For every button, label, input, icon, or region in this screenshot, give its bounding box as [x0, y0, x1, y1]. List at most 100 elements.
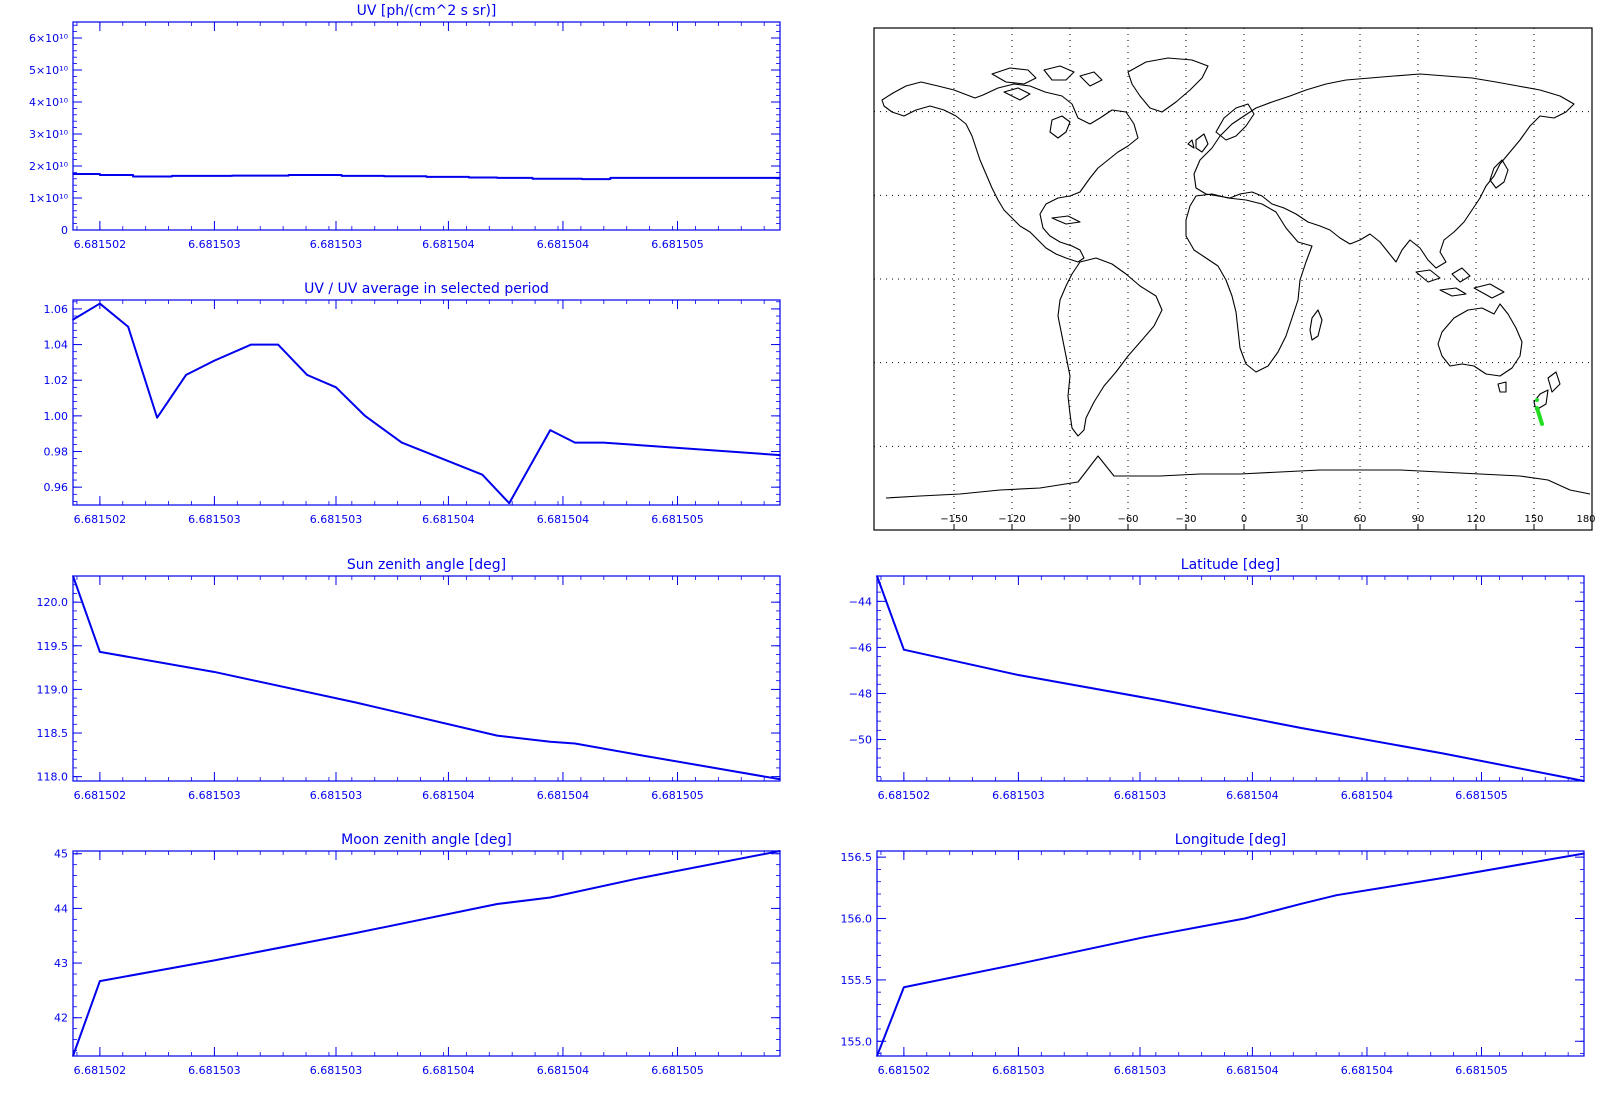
y-tick-label: −48: [849, 687, 872, 700]
data-point: [779, 454, 781, 456]
x-tick-label: 6.681505: [651, 1064, 704, 1077]
data-point: [531, 178, 534, 180]
chart-title: Moon zenith angle [deg]: [341, 832, 512, 848]
map-x-tick-label: −60: [1117, 514, 1138, 525]
y-tick-label: 0.96: [44, 481, 69, 494]
data-point: [287, 174, 290, 176]
data-point: [383, 175, 385, 178]
y-tick-label: 2×10¹⁰: [29, 160, 69, 173]
japan-coastline: [1489, 159, 1509, 189]
plots-layer: UV [ph/(cm^2 s sr)] 0 1×10¹⁰ 2×10¹⁰ 3×10¹⁰ 4×…: [29, 3, 1585, 1077]
data-point: [1300, 727, 1302, 729]
data-point: [72, 318, 74, 321]
x-tick-label: 6.681502: [74, 238, 127, 251]
data-point: [549, 429, 552, 431]
data-point: [99, 980, 101, 982]
plot-frame: [876, 575, 1585, 782]
data-point: [132, 175, 134, 178]
plot-frame: [72, 850, 781, 1057]
data-point: [602, 441, 605, 444]
data-point: [185, 374, 187, 376]
data-point: [903, 986, 905, 989]
chart-uv: UV [ph/(cm^2 s sr)] 0 1×10¹⁰ 2×10¹⁰ 3×10¹⁰ 4×…: [29, 3, 781, 251]
north-america-coastline: [881, 81, 1139, 263]
map-x-tick-label: 150: [1524, 514, 1543, 525]
map-x-tick-label: 90: [1412, 514, 1425, 525]
plot-frame: [72, 21, 781, 231]
x-tick-label: 6.681503: [188, 513, 241, 526]
data-point: [1583, 780, 1585, 782]
data-point: [72, 575, 74, 577]
x-tick-label: 6.681503: [310, 513, 363, 526]
x-tick-label: 6.681502: [878, 789, 931, 802]
new-zealand-coastline: [1533, 371, 1561, 411]
south-america-coastline: [1057, 257, 1163, 437]
x-tick-label: 6.681505: [1455, 789, 1508, 802]
x-tick-label: 6.681503: [992, 1064, 1045, 1077]
chart-uv-ratio: UV / UV average in selected period 0.96 0.…: [44, 281, 781, 526]
data-point: [637, 754, 640, 756]
x-tick-label: 6.681504: [537, 1064, 590, 1077]
map-frame: [873, 27, 1593, 531]
x-tick-label: 6.681504: [422, 1064, 475, 1077]
y-tick-label: 44: [54, 902, 68, 915]
data-point: [127, 325, 129, 328]
indonesia-coastline: [1415, 267, 1505, 299]
data-point: [779, 850, 781, 852]
track-start-point: [1535, 398, 1539, 402]
data-point: [1017, 674, 1020, 676]
y-tick-label: −50: [849, 734, 872, 747]
british-isles-coastline: [1187, 133, 1209, 153]
series-line: [72, 850, 781, 1057]
x-tick-label: 6.681503: [188, 789, 241, 802]
chart-latitude: Latitude [deg] −50 −48 −46 −44 6.681502 6.6815…: [849, 557, 1585, 802]
data-point: [574, 742, 576, 745]
chart-title: UV [ph/(cm^2 s sr)]: [357, 3, 497, 19]
map-coastlines: [881, 57, 1591, 499]
y-tick-label: 1×10¹⁰: [29, 192, 69, 205]
y-tick-label: 1.04: [44, 339, 69, 352]
data-point: [496, 177, 499, 179]
x-tick-label: 6.681504: [1341, 789, 1394, 802]
arctic-islands-coastline: [991, 65, 1103, 101]
data-point: [903, 648, 905, 651]
data-point: [355, 701, 357, 704]
y-tick-label: 0: [61, 224, 68, 237]
plot-frame: [72, 575, 781, 782]
data-point: [213, 359, 216, 362]
y-tick-label: 120.0: [37, 596, 69, 609]
data-point: [581, 178, 583, 180]
x-tick-label: 6.681503: [1114, 1064, 1167, 1077]
eurasia-coastline: [1193, 73, 1575, 269]
chart-title: Latitude [deg]: [1181, 557, 1280, 573]
world-map-panel: −150 −120 −90 −60 −30 0 30 60 90 120 150 180: [873, 27, 1596, 531]
data-point: [1144, 936, 1147, 938]
series-line: [876, 575, 1585, 782]
y-tick-label: 119.0: [37, 683, 69, 696]
series-line: [72, 302, 781, 505]
data-point: [1335, 894, 1338, 896]
y-tick-label: 156.5: [841, 851, 873, 864]
data-point: [637, 177, 640, 179]
data-point: [364, 415, 366, 417]
x-tick-label: 6.681504: [1226, 1064, 1279, 1077]
data-point: [609, 177, 612, 179]
map-x-tick-label: −30: [1175, 514, 1196, 525]
australia-coastline: [1437, 303, 1523, 377]
y-tick-label: 1.00: [44, 410, 69, 423]
data-point: [335, 386, 337, 389]
data-point: [496, 734, 499, 737]
data-point: [340, 175, 343, 177]
map-x-tick-label: −150: [940, 514, 967, 525]
data-point: [1441, 752, 1444, 755]
data-point: [549, 896, 552, 899]
x-tick-label: 6.681503: [310, 1064, 363, 1077]
x-tick-label: 6.681503: [188, 1064, 241, 1077]
data-point: [72, 173, 74, 175]
x-tick-label: 6.681505: [651, 513, 704, 526]
x-tick-label: 6.681503: [310, 789, 363, 802]
y-tick-label: 156.0: [841, 913, 873, 926]
chart-longitude: Longitude [deg] 155.0 155.5 156.0 156.5 6.681…: [841, 832, 1585, 1077]
data-point: [1159, 699, 1161, 702]
